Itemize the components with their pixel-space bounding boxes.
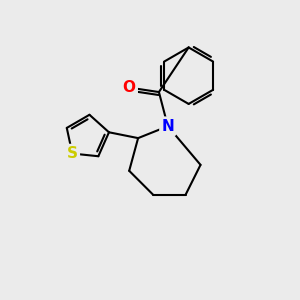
Text: S: S <box>67 146 78 161</box>
Text: N: N <box>161 119 174 134</box>
Text: O: O <box>123 80 136 95</box>
